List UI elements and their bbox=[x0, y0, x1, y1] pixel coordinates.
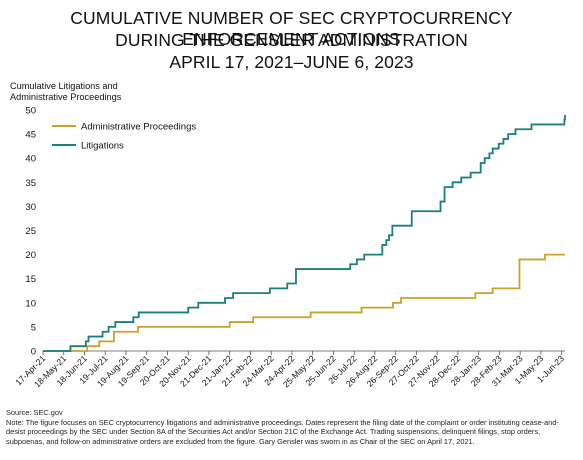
y-tick-label: 40 bbox=[25, 154, 36, 165]
legend-label-administrative-proceedings: Administrative Proceedings bbox=[81, 122, 196, 133]
chart-title-line-1: CUMULATIVE NUMBER OF SEC CRYPTOCURRENCY … bbox=[70, 8, 513, 49]
y-tick-label: 35 bbox=[25, 178, 36, 189]
y-tick-label: 50 bbox=[25, 106, 36, 117]
y-tick-label: 15 bbox=[25, 274, 36, 285]
legend-label-litigations: Litigations bbox=[81, 141, 124, 152]
y-tick-label: 45 bbox=[25, 130, 36, 141]
y-tick-label: 30 bbox=[25, 202, 36, 213]
note-text: Note: The figure focuses on SEC cryptocu… bbox=[6, 418, 559, 446]
y-tick-label: 0 bbox=[31, 347, 36, 358]
series-line-administrative-proceedings bbox=[43, 253, 565, 352]
chart-title-line-2: DURING THE GENSLER ADMINISTRATION bbox=[115, 30, 468, 50]
chart-svg: 0510152025303540455017-Apr-2118-May-2118… bbox=[13, 106, 566, 390]
chart-title-line-3: APRIL 17, 2021–JUNE 6, 2023 bbox=[169, 52, 414, 72]
y-tick-label: 25 bbox=[25, 226, 36, 237]
source-text: Source: SEC.gov bbox=[6, 408, 63, 417]
y-tick-label: 5 bbox=[31, 322, 36, 333]
series-line-litigations bbox=[43, 114, 566, 352]
y-tick-label: 10 bbox=[25, 298, 36, 309]
y-axis-label-line-1: Cumulative Litigations and bbox=[10, 81, 118, 91]
y-axis-label-line-2: Administrative Proceedings bbox=[10, 92, 122, 102]
y-tick-label: 20 bbox=[25, 250, 36, 261]
